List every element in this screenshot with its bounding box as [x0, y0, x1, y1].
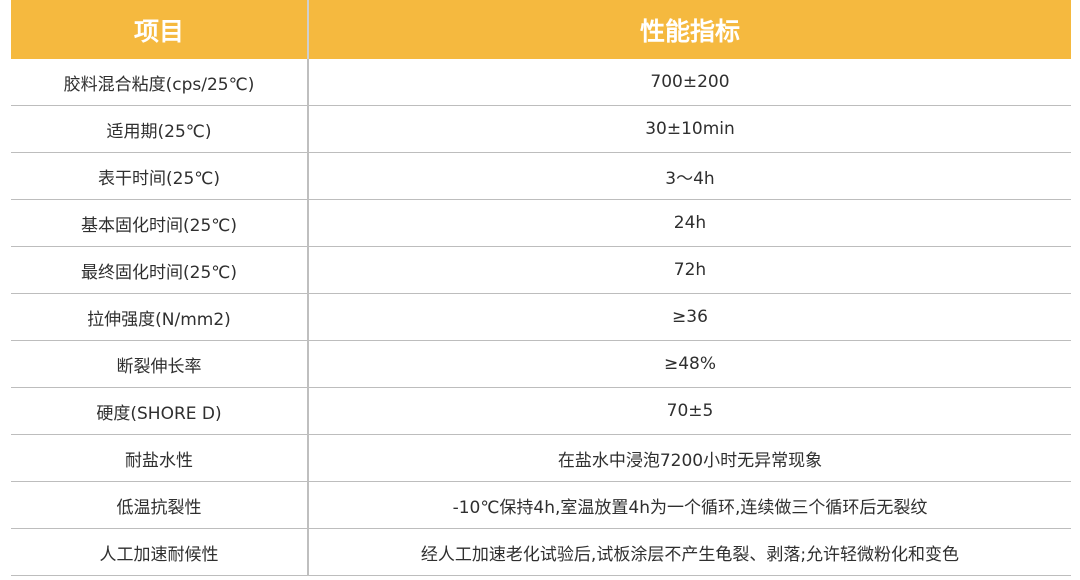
table-row: 人工加速耐候性 经人工加速老化试验后,试板涂层不产生龟裂、剥落;允许轻微粉化和变… [11, 528, 1071, 576]
row-spec: ≥48% [308, 340, 1071, 388]
table-row: 最终固化时间(25℃) 72h [11, 246, 1071, 294]
table-row: 拉伸强度(N/mm2) ≥36 [11, 293, 1071, 341]
row-item: 表干时间(25℃) [11, 152, 309, 200]
table-row: 表干时间(25℃) 3～4h [11, 152, 1071, 200]
table-row: 基本固化时间(25℃) 24h [11, 199, 1071, 247]
row-item: 基本固化时间(25℃) [11, 199, 309, 247]
table-row: 胶料混合粘度(cps/25℃) 700±200 [11, 59, 1071, 106]
row-spec: 经人工加速老化试验后,试板涂层不产生龟裂、剥落;允许轻微粉化和变色 [308, 528, 1071, 576]
table-row: 断裂伸长率 ≥48% [11, 340, 1071, 388]
table-header: 项目 性能指标 [11, 0, 1071, 59]
table-row: 低温抗裂性 -10℃保持4h,室温放置4h为一个循环,连续做三个循环后无裂纹 [11, 481, 1071, 529]
row-spec: 30±10min [308, 105, 1071, 153]
row-spec: 72h [308, 246, 1071, 294]
row-item: 低温抗裂性 [11, 481, 309, 529]
spec-table: 项目 性能指标 胶料混合粘度(cps/25℃) 700±200 适用期(25℃)… [11, 0, 1071, 576]
row-spec: 700±200 [308, 59, 1071, 106]
row-item: 胶料混合粘度(cps/25℃) [11, 59, 309, 106]
row-item: 最终固化时间(25℃) [11, 246, 309, 294]
row-item: 拉伸强度(N/mm2) [11, 293, 309, 341]
table-body: 胶料混合粘度(cps/25℃) 700±200 适用期(25℃) 30±10mi… [11, 59, 1071, 576]
row-item: 人工加速耐候性 [11, 528, 309, 576]
row-item: 断裂伸长率 [11, 340, 309, 388]
header-item: 项目 [11, 0, 309, 59]
table-row: 适用期(25℃) 30±10min [11, 105, 1071, 153]
table-row: 硬度(SHORE D) 70±5 [11, 387, 1071, 435]
row-spec: 在盐水中浸泡7200小时无异常现象 [308, 434, 1071, 482]
row-spec: -10℃保持4h,室温放置4h为一个循环,连续做三个循环后无裂纹 [308, 481, 1071, 529]
row-spec: 3～4h [308, 152, 1071, 200]
row-spec: 70±5 [308, 387, 1071, 435]
header-spec: 性能指标 [308, 0, 1071, 59]
row-item: 硬度(SHORE D) [11, 387, 309, 435]
row-spec: ≥36 [308, 293, 1071, 341]
row-item: 适用期(25℃) [11, 105, 309, 153]
row-spec: 24h [308, 199, 1071, 247]
row-item: 耐盐水性 [11, 434, 309, 482]
table-row: 耐盐水性 在盐水中浸泡7200小时无异常现象 [11, 434, 1071, 482]
header-row: 项目 性能指标 [11, 0, 1071, 59]
